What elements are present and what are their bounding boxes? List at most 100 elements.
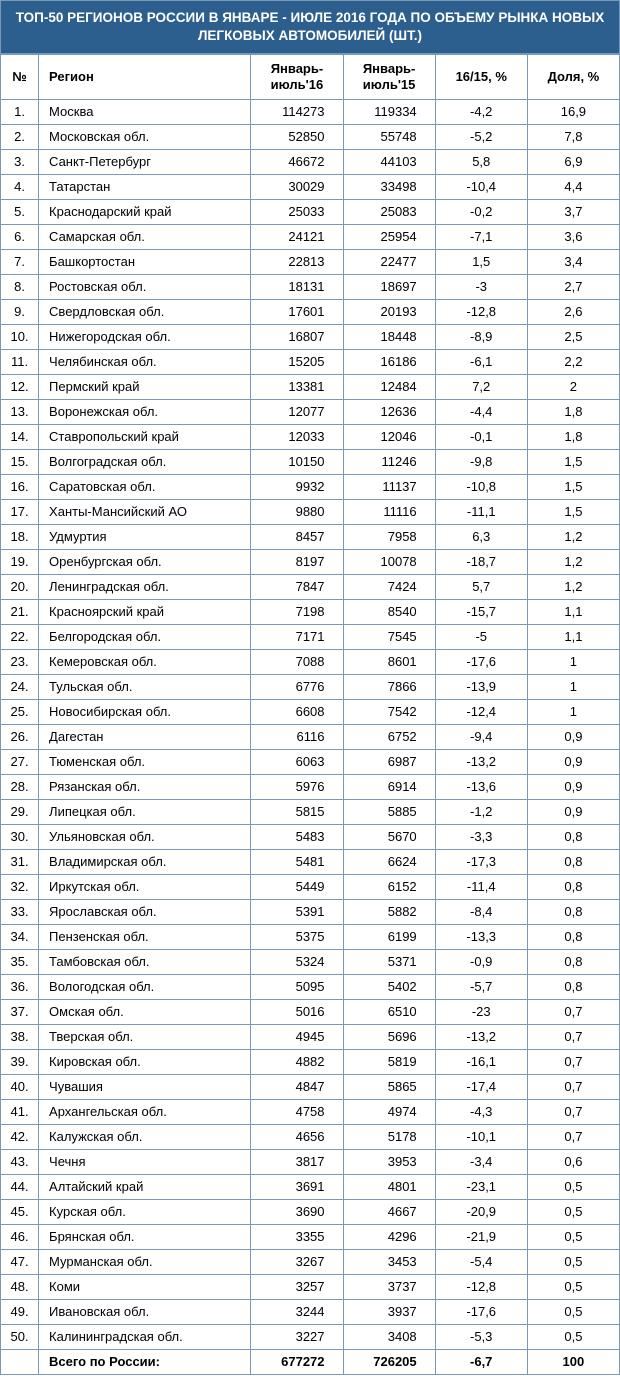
cell-change: -18,7	[435, 549, 527, 574]
table-row: 41.Архангельская обл.47584974-4,30,7	[1, 1099, 620, 1124]
table-row: 36.Вологодская обл.50955402-5,70,8	[1, 974, 620, 999]
cell-y15: 18448	[343, 324, 435, 349]
cell-num: 21.	[1, 599, 39, 624]
cell-change: -9,8	[435, 449, 527, 474]
cell-y16: 5095	[251, 974, 343, 999]
cell-region: Коми	[39, 1274, 251, 1299]
cell-change: -4,3	[435, 1099, 527, 1124]
cell-num: 15.	[1, 449, 39, 474]
cell-share: 0,5	[527, 1324, 619, 1349]
cell-region: Челябинская обл.	[39, 349, 251, 374]
table-row: 34.Пензенская обл.53756199-13,30,8	[1, 924, 620, 949]
table-row: 13.Воронежская обл.1207712636-4,41,8	[1, 399, 620, 424]
cell-y15: 11116	[343, 499, 435, 524]
table-row: 18.Удмуртия845779586,31,2	[1, 524, 620, 549]
table-row: 33.Ярославская обл.53915882-8,40,8	[1, 899, 620, 924]
cell-change: -10,8	[435, 474, 527, 499]
cell-num: 7.	[1, 249, 39, 274]
cell-num: 38.	[1, 1024, 39, 1049]
cell-change: -5,2	[435, 124, 527, 149]
cell-y16: 12033	[251, 424, 343, 449]
cell-change: -0,1	[435, 424, 527, 449]
table-row: 14.Ставропольский край1203312046-0,11,8	[1, 424, 620, 449]
cell-share: 0,7	[527, 1099, 619, 1124]
cell-y15: 12046	[343, 424, 435, 449]
table-row: 38.Тверская обл.49455696-13,20,7	[1, 1024, 620, 1049]
cell-y15: 11137	[343, 474, 435, 499]
cell-y16: 5976	[251, 774, 343, 799]
cell-region: Удмуртия	[39, 524, 251, 549]
cell-y15: 5865	[343, 1074, 435, 1099]
cell-y16: 5324	[251, 949, 343, 974]
cell-change: -17,3	[435, 849, 527, 874]
cell-y16: 7088	[251, 649, 343, 674]
cell-region: Воронежская обл.	[39, 399, 251, 424]
cell-share: 0,9	[527, 749, 619, 774]
table-row: 26.Дагестан61166752-9,40,9	[1, 724, 620, 749]
cell-change: -0,2	[435, 199, 527, 224]
table-row: 1.Москва114273119334-4,216,9	[1, 99, 620, 124]
cell-num: 45.	[1, 1199, 39, 1224]
table-row: 8.Ростовская обл.1813118697-32,7	[1, 274, 620, 299]
cell-num: 23.	[1, 649, 39, 674]
cell-num: 35.	[1, 949, 39, 974]
cell-y16: 3690	[251, 1199, 343, 1224]
cell-y15: 12636	[343, 399, 435, 424]
cell-change: -6,1	[435, 349, 527, 374]
cell-y15: 7545	[343, 624, 435, 649]
cell-y15: 25083	[343, 199, 435, 224]
cell-share: 0,8	[527, 974, 619, 999]
cell-region: Тульская обл.	[39, 674, 251, 699]
cell-num: 43.	[1, 1149, 39, 1174]
cell-share: 7,8	[527, 124, 619, 149]
table-row: 30.Ульяновская обл.54835670-3,30,8	[1, 824, 620, 849]
cell-share: 0,7	[527, 1049, 619, 1074]
cell-y15: 22477	[343, 249, 435, 274]
table-row: 35.Тамбовская обл.53245371-0,90,8	[1, 949, 620, 974]
cell-change: -13,2	[435, 1024, 527, 1049]
cell-share: 3,7	[527, 199, 619, 224]
cell-num: 37.	[1, 999, 39, 1024]
cell-region: Омская обл.	[39, 999, 251, 1024]
cell-y16: 5481	[251, 849, 343, 874]
cell-y15: 5178	[343, 1124, 435, 1149]
table-row: 9.Свердловская обл.1760120193-12,82,6	[1, 299, 620, 324]
cell-change: 5,8	[435, 149, 527, 174]
col-y15: Январь-июль'15	[343, 55, 435, 99]
cell-share: 1,1	[527, 599, 619, 624]
cell-num: 28.	[1, 774, 39, 799]
cell-y15: 7542	[343, 699, 435, 724]
cell-share: 2,7	[527, 274, 619, 299]
cell-change: -3,4	[435, 1149, 527, 1174]
cell-y15: 6752	[343, 724, 435, 749]
cell-total-label: Всего по России:	[39, 1349, 251, 1374]
cell-share: 1,8	[527, 399, 619, 424]
cell-share: 1,2	[527, 549, 619, 574]
cell-region: Мурманская обл.	[39, 1249, 251, 1274]
cell-share: 2	[527, 374, 619, 399]
cell-change: -13,6	[435, 774, 527, 799]
col-change: 16/15, %	[435, 55, 527, 99]
table-row: 16.Саратовская обл.993211137-10,81,5	[1, 474, 620, 499]
cell-y16: 4758	[251, 1099, 343, 1124]
col-num: №	[1, 55, 39, 99]
cell-y16: 10150	[251, 449, 343, 474]
cell-region: Пермский край	[39, 374, 251, 399]
cell-region: Оренбургская обл.	[39, 549, 251, 574]
cell-y16: 677272	[251, 1349, 343, 1374]
cell-y16: 5375	[251, 924, 343, 949]
table-row: 7.Башкортостан22813224771,53,4	[1, 249, 620, 274]
cell-num: 13.	[1, 399, 39, 424]
cell-num: 50.	[1, 1324, 39, 1349]
cell-y15: 33498	[343, 174, 435, 199]
cell-change: -4,2	[435, 99, 527, 124]
cell-y15: 12484	[343, 374, 435, 399]
cell-share: 16,9	[527, 99, 619, 124]
table-row: 40.Чувашия48475865-17,40,7	[1, 1074, 620, 1099]
cell-share: 3,4	[527, 249, 619, 274]
cell-share: 0,7	[527, 1124, 619, 1149]
cell-y16: 30029	[251, 174, 343, 199]
table-row: 28.Рязанская обл.59766914-13,60,9	[1, 774, 620, 799]
cell-num: 14.	[1, 424, 39, 449]
cell-region: Тверская обл.	[39, 1024, 251, 1049]
